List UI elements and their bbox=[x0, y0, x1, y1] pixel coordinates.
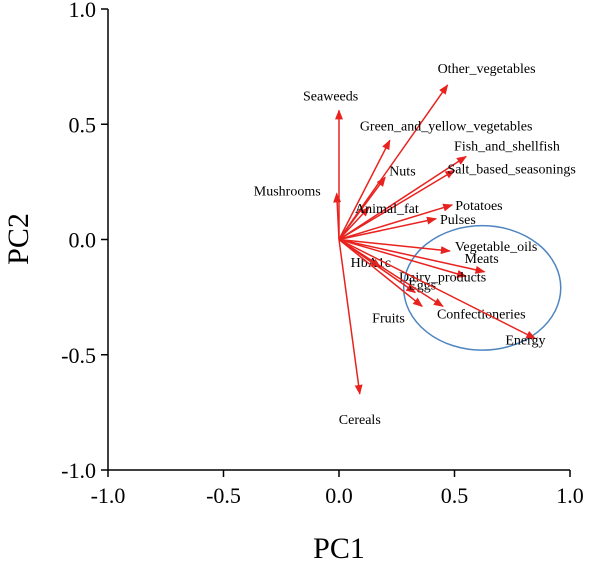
vector-arrow bbox=[338, 169, 456, 241]
cluster-ellipse-layer bbox=[402, 224, 562, 351]
y-tick-label: -0.5 bbox=[61, 343, 96, 368]
vector-arrow bbox=[338, 84, 449, 240]
vector-mushrooms: Mushrooms bbox=[254, 184, 342, 240]
vector-label: Pulses bbox=[440, 213, 476, 228]
vector-arrow bbox=[338, 206, 370, 241]
vector-arrow bbox=[338, 238, 451, 255]
vector-label: Meats bbox=[465, 252, 499, 267]
vector-arrow bbox=[338, 238, 444, 307]
vector-vegetable-oils: Vegetable_oils bbox=[338, 238, 537, 255]
vector-label: Energy bbox=[505, 334, 545, 349]
axis-ticks: -1.0 -0.5 0.0 0.5 1.0 -1.0 -0.5 0.0 0.5 1.0 bbox=[61, 0, 584, 508]
vector-arrow bbox=[338, 238, 468, 278]
vector-animal-fat: Animal_fat bbox=[338, 202, 419, 241]
vector-seaweeds: Seaweeds bbox=[303, 89, 358, 240]
vector-label: Animal_fat bbox=[355, 202, 419, 217]
cluster-ellipse bbox=[402, 224, 562, 351]
vector-salt-based-seasonings: Salt_based_seasonings bbox=[338, 162, 576, 241]
y-tick-label: 0.5 bbox=[69, 112, 97, 137]
vector-arrow bbox=[338, 238, 423, 307]
vector-arrow bbox=[333, 192, 342, 240]
y-tick-label: -1.0 bbox=[61, 458, 96, 483]
vector-arrow bbox=[338, 238, 537, 340]
vector-arrow bbox=[338, 139, 391, 240]
x-tick-label: -1.0 bbox=[91, 483, 126, 508]
x-tick-label: 0.0 bbox=[325, 483, 353, 508]
vector-meats: Meats bbox=[338, 238, 499, 274]
vector-arrow bbox=[338, 203, 454, 241]
loading-vectors: Seaweeds Mushrooms Other_vegetables Green_a… bbox=[254, 62, 576, 428]
vector-label: Confectioneries bbox=[437, 307, 526, 322]
vector-pulses: Pulses bbox=[338, 213, 476, 241]
y-tick-label: 1.0 bbox=[69, 0, 97, 22]
vector-arrow bbox=[338, 239, 363, 395]
x-tick-label: -0.5 bbox=[206, 483, 241, 508]
vector-label: Nuts bbox=[389, 164, 415, 179]
vector-label: Fish_and_shellfish bbox=[454, 140, 560, 155]
x-tick-label: 0.5 bbox=[441, 483, 469, 508]
vector-label: Other_vegetables bbox=[438, 62, 536, 77]
vector-arrow bbox=[338, 238, 486, 274]
x-axis-label: PC1 bbox=[313, 532, 365, 565]
vector-label: Cereals bbox=[339, 413, 381, 428]
vector-label: Mushrooms bbox=[254, 184, 321, 199]
vector-label: Seaweeds bbox=[303, 89, 358, 104]
y-axis-label: PC2 bbox=[2, 213, 35, 265]
x-tick-label: 1.0 bbox=[556, 483, 584, 508]
vector-potatoes: Potatoes bbox=[338, 199, 503, 241]
vector-cereals: Cereals bbox=[338, 239, 381, 428]
vector-label: Vegetable_oils bbox=[455, 240, 537, 255]
vector-green-and-yellow-vegetables: Green_and_yellow_vegetables bbox=[338, 119, 533, 240]
vector-label: Fruits bbox=[372, 311, 405, 326]
vector-label: Salt_based_seasonings bbox=[448, 162, 576, 177]
vector-label: Eggs bbox=[408, 279, 436, 294]
vector-fruits: Fruits bbox=[338, 238, 423, 326]
vector-energy: Energy bbox=[338, 238, 546, 349]
vector-confectioneries: Confectioneries bbox=[338, 238, 526, 322]
vector-arrow bbox=[338, 216, 437, 241]
y-tick-label: 0.0 bbox=[69, 228, 97, 253]
vector-label: Green_and_yellow_vegetables bbox=[360, 119, 533, 134]
vector-other-vegetables: Other_vegetables bbox=[338, 62, 536, 240]
vector-label: Potatoes bbox=[455, 199, 502, 214]
